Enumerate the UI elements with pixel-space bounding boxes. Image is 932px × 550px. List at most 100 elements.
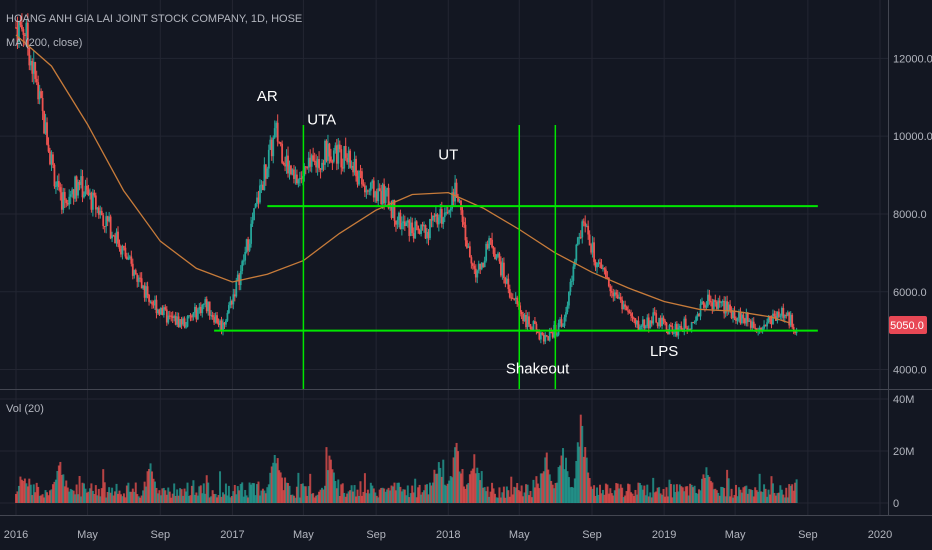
candle-body xyxy=(251,220,254,224)
candle-body xyxy=(538,333,541,340)
candle-body xyxy=(463,222,465,225)
volume-bar xyxy=(699,490,702,503)
candle-body xyxy=(114,235,116,244)
volume-bar xyxy=(66,487,69,503)
candle-body xyxy=(464,224,467,241)
candle-body xyxy=(736,318,739,321)
candle-body xyxy=(542,334,545,342)
candle-body xyxy=(192,312,195,317)
candle-body xyxy=(693,321,696,323)
candle-body xyxy=(785,314,788,316)
candle-body xyxy=(406,220,409,223)
volume-bar xyxy=(622,497,625,503)
time-axis[interactable]: 2016 May Sep 2017 May Sep 2018 May Sep 2019 May Sep… xyxy=(4,529,892,541)
candle-body xyxy=(177,316,180,327)
volume-bar xyxy=(695,492,698,503)
volume-bar xyxy=(19,476,22,503)
candle-body xyxy=(189,315,192,317)
candle-body xyxy=(556,334,559,336)
drawings[interactable] xyxy=(214,125,818,389)
volume-bar xyxy=(742,487,745,503)
volume-bar xyxy=(423,490,426,503)
volume-bar xyxy=(402,489,405,503)
volume-bar xyxy=(628,484,631,503)
volume-bar xyxy=(703,477,706,503)
candle-body xyxy=(502,262,505,278)
volume-bar xyxy=(431,482,434,503)
price-axis[interactable]: 12000.0 10000.0 8000.0 6000.0 4000.0 xyxy=(893,53,932,376)
volume-bar xyxy=(164,490,167,503)
volume-bar xyxy=(418,484,421,503)
volume-bar xyxy=(221,492,224,503)
candle-body xyxy=(393,200,396,221)
volume-bar xyxy=(785,487,788,503)
volume-bar xyxy=(596,487,599,503)
volume-bar xyxy=(405,495,408,503)
volume-axis[interactable]: 40M 20M 0 xyxy=(893,394,914,510)
volume-bar xyxy=(318,491,321,503)
volume-bar xyxy=(761,491,764,503)
candle-body xyxy=(269,139,272,150)
volume-bar xyxy=(329,459,332,503)
volume-bar xyxy=(640,485,643,503)
candle-body xyxy=(201,304,204,314)
candle-body xyxy=(641,319,644,326)
volume-bar xyxy=(634,489,637,503)
candle-body xyxy=(723,300,726,314)
volume-bar xyxy=(232,491,235,503)
candle-body xyxy=(436,214,439,225)
candle-body xyxy=(766,322,768,327)
candle-body xyxy=(223,322,226,325)
candle-body xyxy=(378,188,381,192)
volume-bar xyxy=(505,486,508,503)
volume-bar xyxy=(733,495,736,503)
volume-bar xyxy=(632,496,635,503)
candle-body xyxy=(644,326,647,328)
candle-body xyxy=(105,216,108,227)
candle-body xyxy=(353,158,356,173)
candle-body xyxy=(46,122,48,145)
volume-bar xyxy=(350,485,353,503)
annotation-label: AR xyxy=(257,88,278,105)
volume-bar xyxy=(260,490,263,503)
candle-body xyxy=(665,322,668,330)
volume-bar xyxy=(84,488,87,503)
volume-bar xyxy=(279,472,282,503)
candle-body xyxy=(535,323,538,330)
indicator-label[interactable]: MA (200, close) xyxy=(6,37,82,49)
candle-body xyxy=(204,299,207,304)
volume-bar xyxy=(210,496,213,503)
volume-bar xyxy=(513,486,516,503)
candle-body xyxy=(315,161,318,168)
price-tick-label: 4000.0 xyxy=(893,365,927,377)
volume-bar xyxy=(414,478,417,503)
volume-bar xyxy=(56,470,59,503)
candle-body xyxy=(193,306,196,313)
volume-bar xyxy=(114,491,117,503)
candle-body xyxy=(102,215,105,227)
candle-body xyxy=(254,203,257,209)
volume-indicator-label[interactable]: Vol (20) xyxy=(6,403,44,415)
volume-bar xyxy=(556,482,559,503)
volume-bar xyxy=(646,484,649,503)
last-price-badge: 5050.0 xyxy=(889,316,927,334)
candle-body xyxy=(624,304,627,307)
candle-body xyxy=(733,310,736,319)
candle-body xyxy=(468,246,471,258)
candle-body xyxy=(539,332,542,340)
time-tick-label: 2019 xyxy=(652,529,676,541)
candle-body xyxy=(318,159,320,169)
volume-bar xyxy=(727,478,730,503)
candle-body xyxy=(421,224,424,227)
candle-body xyxy=(361,171,363,185)
volume-bar xyxy=(211,490,214,503)
candle-body xyxy=(690,322,693,330)
candle-body xyxy=(146,286,149,295)
volume-bar xyxy=(542,471,545,503)
volume-bar xyxy=(50,489,53,503)
candle-body xyxy=(754,327,757,329)
candle-body xyxy=(123,246,125,248)
volume-bar xyxy=(106,492,109,503)
volume-bar xyxy=(609,488,612,503)
